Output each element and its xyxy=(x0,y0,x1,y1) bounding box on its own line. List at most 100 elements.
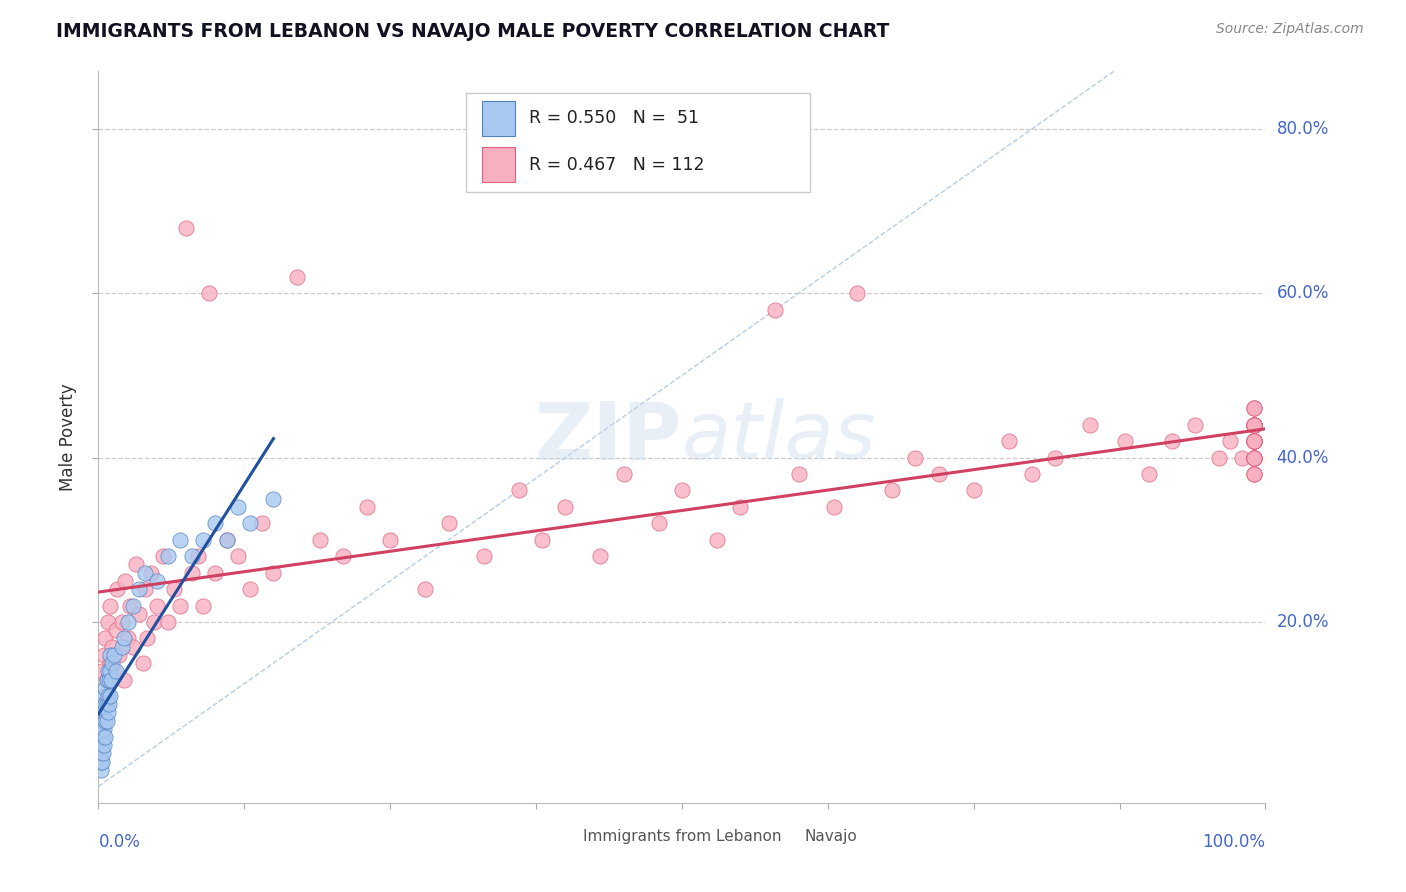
FancyBboxPatch shape xyxy=(465,94,810,192)
Point xyxy=(262,566,284,580)
Point xyxy=(472,549,495,564)
Text: 20.0%: 20.0% xyxy=(1277,613,1329,631)
Text: R = 0.467   N = 112: R = 0.467 N = 112 xyxy=(529,155,704,174)
Point xyxy=(146,574,169,588)
Point xyxy=(1243,401,1265,416)
Text: 60.0%: 60.0% xyxy=(1277,285,1329,302)
Point xyxy=(730,500,752,514)
Point xyxy=(1045,450,1067,465)
Point xyxy=(413,582,436,596)
Point xyxy=(117,632,139,646)
Point xyxy=(1243,450,1265,465)
Text: atlas: atlas xyxy=(682,398,877,476)
Point xyxy=(706,533,728,547)
Point xyxy=(96,673,118,687)
FancyBboxPatch shape xyxy=(482,147,515,182)
Point xyxy=(204,516,226,531)
Point xyxy=(98,689,121,703)
Point xyxy=(530,533,553,547)
Text: Immigrants from Lebanon: Immigrants from Lebanon xyxy=(582,829,782,844)
Point xyxy=(1243,417,1265,432)
Point xyxy=(90,714,112,728)
Point xyxy=(134,566,156,580)
Point xyxy=(100,673,122,687)
Point xyxy=(94,730,117,744)
Point xyxy=(98,656,121,670)
Point xyxy=(1243,434,1265,449)
Point xyxy=(90,755,112,769)
Point xyxy=(101,656,124,670)
Point xyxy=(437,516,460,531)
Point xyxy=(1243,434,1265,449)
Point xyxy=(146,599,169,613)
Point xyxy=(104,665,127,679)
Point xyxy=(90,739,112,753)
Text: 0.0%: 0.0% xyxy=(98,833,141,851)
Point xyxy=(1243,434,1265,449)
Point xyxy=(1243,450,1265,465)
Point xyxy=(93,722,115,736)
Point xyxy=(128,607,150,621)
Point xyxy=(132,656,155,670)
Text: Source: ZipAtlas.com: Source: ZipAtlas.com xyxy=(1216,22,1364,37)
Point xyxy=(1243,417,1265,432)
Point xyxy=(1243,434,1265,449)
Point xyxy=(1243,417,1265,432)
Point xyxy=(111,615,134,629)
Point xyxy=(1243,434,1265,449)
Point xyxy=(169,599,191,613)
Point xyxy=(1243,434,1265,449)
Point xyxy=(90,763,112,777)
Point xyxy=(1137,467,1160,481)
Point xyxy=(1243,467,1265,481)
Point xyxy=(239,582,262,596)
Point xyxy=(1243,434,1265,449)
Point xyxy=(91,714,114,728)
Point xyxy=(111,640,134,654)
Point xyxy=(97,697,120,711)
Text: 40.0%: 40.0% xyxy=(1277,449,1329,467)
Point xyxy=(1021,467,1043,481)
Point xyxy=(94,632,117,646)
Point xyxy=(285,269,308,284)
Point xyxy=(103,665,125,679)
Point xyxy=(94,714,117,728)
Point xyxy=(1230,450,1253,465)
FancyBboxPatch shape xyxy=(482,101,515,136)
Point xyxy=(163,582,186,596)
Point xyxy=(1243,401,1265,416)
Point xyxy=(647,516,669,531)
Point xyxy=(90,730,112,744)
Point xyxy=(671,483,693,498)
Point xyxy=(1243,401,1265,416)
Point xyxy=(1219,434,1241,449)
Point xyxy=(104,624,127,638)
Point xyxy=(763,302,786,317)
Point xyxy=(1243,434,1265,449)
Point xyxy=(93,739,115,753)
Point xyxy=(554,500,576,514)
Point xyxy=(157,549,180,564)
Point xyxy=(215,533,238,547)
Point xyxy=(108,648,131,662)
Point xyxy=(1243,417,1265,432)
Point xyxy=(187,549,209,564)
Point xyxy=(114,574,136,588)
Text: IMMIGRANTS FROM LEBANON VS NAVAJO MALE POVERTY CORRELATION CHART: IMMIGRANTS FROM LEBANON VS NAVAJO MALE P… xyxy=(56,22,890,41)
Point xyxy=(103,648,125,662)
FancyBboxPatch shape xyxy=(769,822,797,850)
Point xyxy=(98,599,121,613)
Point xyxy=(962,483,984,498)
Point xyxy=(1243,467,1265,481)
Point xyxy=(846,286,869,301)
Point xyxy=(508,483,530,498)
Point xyxy=(228,500,250,514)
Point xyxy=(125,558,148,572)
Point xyxy=(1243,417,1265,432)
Point xyxy=(239,516,262,531)
Point xyxy=(1208,450,1230,465)
Point xyxy=(356,500,378,514)
Point xyxy=(174,220,197,235)
Point xyxy=(117,615,139,629)
Point xyxy=(97,673,120,687)
